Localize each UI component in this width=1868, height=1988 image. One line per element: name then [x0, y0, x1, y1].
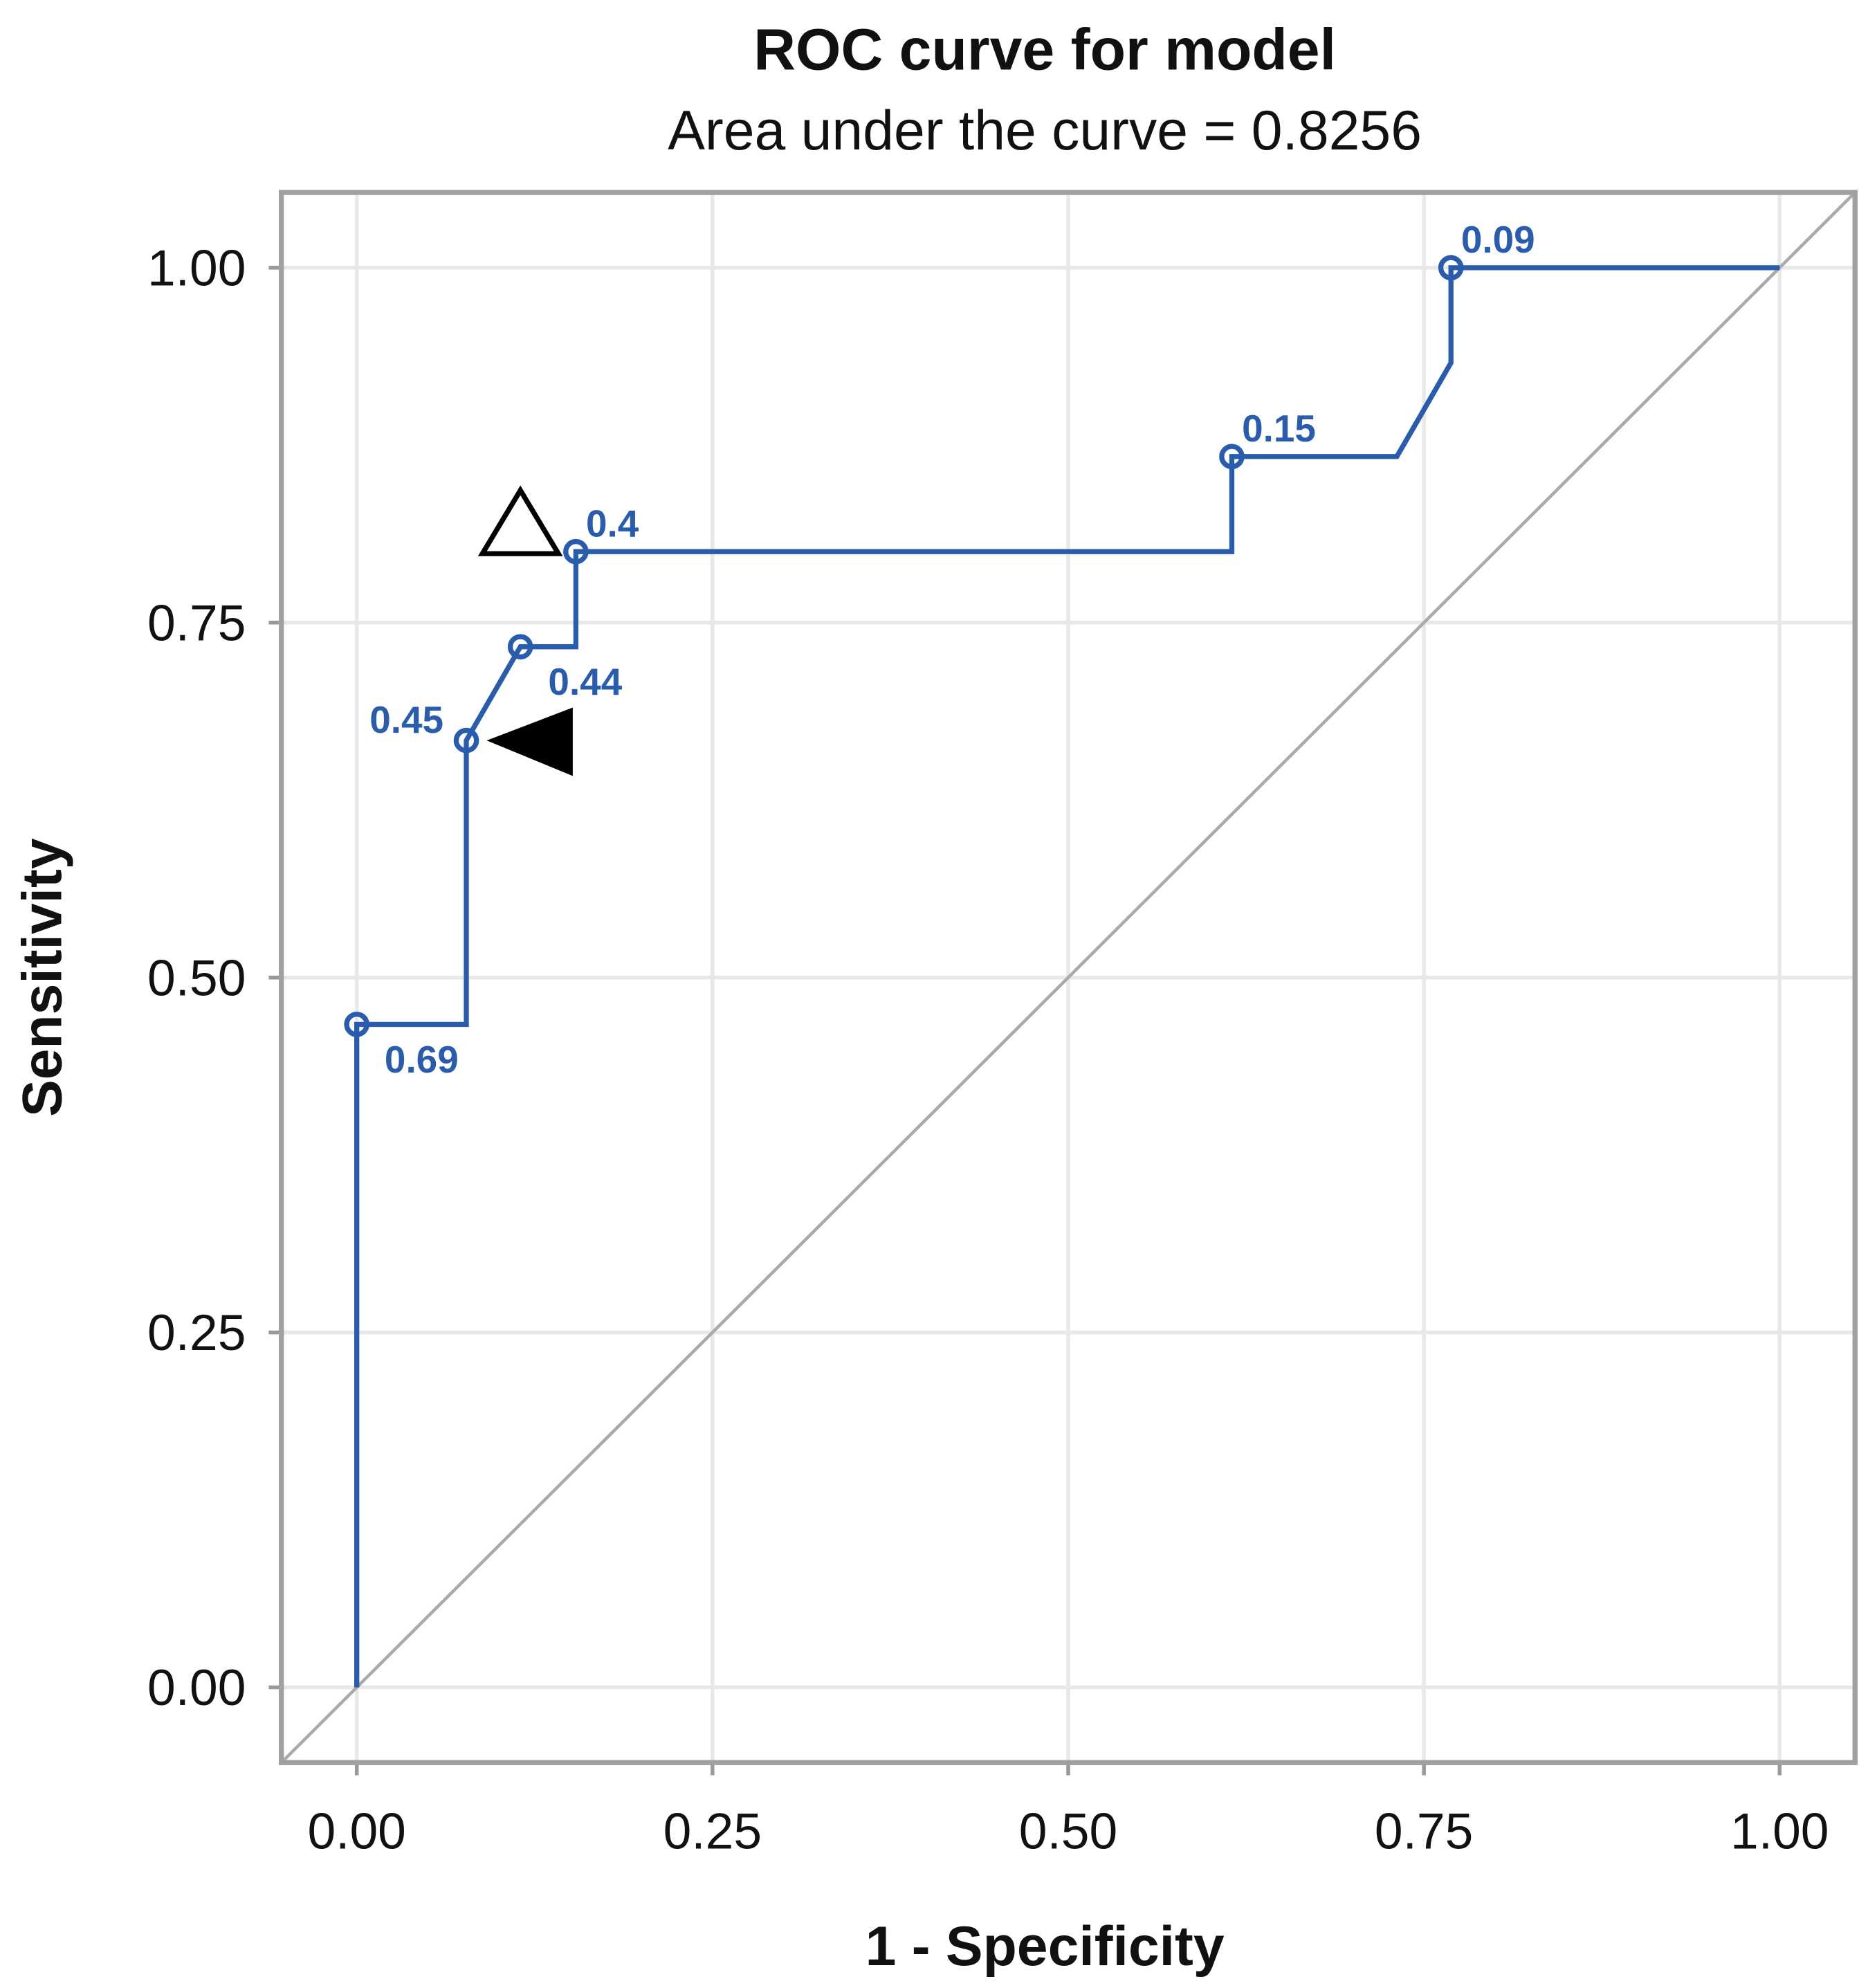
threshold-label: 0.69	[385, 1038, 459, 1081]
y-tick-label: 0.00	[147, 1659, 246, 1716]
plot-border	[279, 190, 1858, 1765]
threshold-label: 0.15	[1242, 407, 1316, 450]
x-tick-label: 0.50	[1019, 1803, 1117, 1860]
threshold-point	[344, 1012, 369, 1037]
open-triangle-marker	[477, 485, 563, 556]
threshold-point	[563, 538, 589, 565]
y-tick-label: 0.50	[147, 949, 246, 1006]
roc-curve-line	[354, 265, 1780, 1688]
threshold-label: 0.45	[369, 698, 443, 741]
reference-diagonal-line	[280, 191, 1856, 1764]
x-tick-label: 0.25	[663, 1803, 762, 1860]
chart-title: ROC curve for model	[753, 17, 1336, 82]
filled-triangle-marker	[486, 707, 573, 776]
y-axis-title: Sensitivity	[11, 838, 73, 1117]
threshold-point	[453, 727, 479, 754]
threshold-point	[1219, 444, 1245, 470]
plot-area: 0.00 0.25 0.50 0.75 1.00 0.00 0.25 0.50 0.75 1.00…	[147, 190, 1858, 1860]
y-tick-label: 0.75	[147, 594, 246, 651]
threshold-point	[507, 634, 533, 659]
x-tick-label: 0.00	[307, 1803, 405, 1860]
y-tick-label: 1.00	[147, 240, 246, 297]
threshold-point	[1438, 255, 1464, 281]
x-axis-title: 1 - Specificity	[866, 1915, 1225, 1978]
x-tick-label: 1.00	[1730, 1803, 1829, 1860]
threshold-label: 0.44	[548, 660, 622, 703]
threshold-label: 0.09	[1461, 218, 1535, 261]
x-tick-label: 0.75	[1375, 1803, 1473, 1860]
y-tick-label: 0.25	[147, 1304, 246, 1361]
chart-subtitle: Area under the curve = 0.8256	[668, 100, 1422, 162]
threshold-label: 0.4	[586, 502, 639, 545]
